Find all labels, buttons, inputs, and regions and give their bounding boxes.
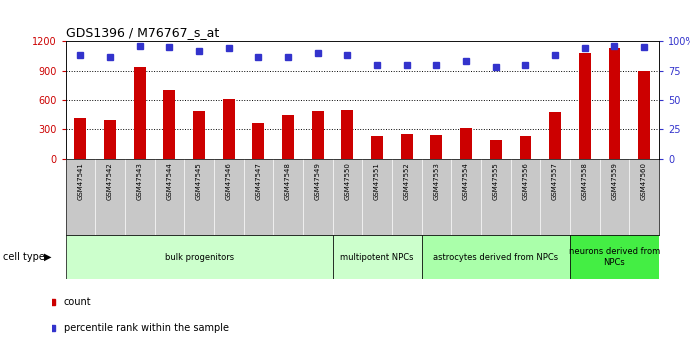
Bar xyxy=(401,134,413,159)
Bar xyxy=(342,110,353,159)
Text: GSM47548: GSM47548 xyxy=(285,162,291,200)
Bar xyxy=(422,235,570,279)
Text: GSM47546: GSM47546 xyxy=(226,162,232,200)
Bar xyxy=(282,115,294,159)
Text: cell type: cell type xyxy=(3,252,46,262)
Bar xyxy=(104,120,116,159)
Text: ▶: ▶ xyxy=(43,252,51,262)
Text: GSM47551: GSM47551 xyxy=(374,162,380,200)
Text: GSM47557: GSM47557 xyxy=(552,162,558,200)
Text: GSM47545: GSM47545 xyxy=(196,162,202,200)
Text: GSM47560: GSM47560 xyxy=(641,162,647,200)
Text: GSM47550: GSM47550 xyxy=(344,162,351,200)
Text: GSM47559: GSM47559 xyxy=(611,162,618,200)
Bar xyxy=(253,122,264,159)
Bar xyxy=(460,128,472,159)
Bar xyxy=(609,48,620,159)
Text: astrocytes derived from NPCs: astrocytes derived from NPCs xyxy=(433,253,558,262)
Bar xyxy=(490,140,502,159)
Bar xyxy=(223,99,235,159)
Text: GSM47543: GSM47543 xyxy=(137,162,143,200)
Bar xyxy=(431,135,442,159)
Bar xyxy=(193,111,205,159)
Text: GSM47554: GSM47554 xyxy=(463,162,469,200)
Bar xyxy=(333,235,422,279)
Bar xyxy=(312,111,324,159)
Text: GSM47552: GSM47552 xyxy=(404,162,410,200)
Text: percentile rank within the sample: percentile rank within the sample xyxy=(63,323,228,333)
Bar xyxy=(371,136,383,159)
Text: neurons derived from
NPCs: neurons derived from NPCs xyxy=(569,247,660,267)
Bar xyxy=(520,136,531,159)
Bar xyxy=(75,118,86,159)
Bar xyxy=(570,235,659,279)
Bar xyxy=(549,112,561,159)
Text: GSM47542: GSM47542 xyxy=(107,162,113,200)
Text: GSM47549: GSM47549 xyxy=(315,162,321,200)
Text: GSM47544: GSM47544 xyxy=(166,162,172,200)
Bar xyxy=(134,67,146,159)
Bar xyxy=(164,90,175,159)
Text: GSM47558: GSM47558 xyxy=(582,162,588,200)
Bar xyxy=(66,235,333,279)
Text: GSM47541: GSM47541 xyxy=(77,162,83,200)
Text: GSM47553: GSM47553 xyxy=(433,162,440,200)
Text: bulk progenitors: bulk progenitors xyxy=(164,253,234,262)
Bar xyxy=(579,53,591,159)
Text: GSM47555: GSM47555 xyxy=(493,162,499,200)
Text: multipotent NPCs: multipotent NPCs xyxy=(340,253,414,262)
Text: count: count xyxy=(63,297,91,307)
Text: GDS1396 / M76767_s_at: GDS1396 / M76767_s_at xyxy=(66,26,219,39)
Bar xyxy=(638,71,650,159)
Text: GSM47547: GSM47547 xyxy=(255,162,262,200)
Text: GSM47556: GSM47556 xyxy=(522,162,529,200)
